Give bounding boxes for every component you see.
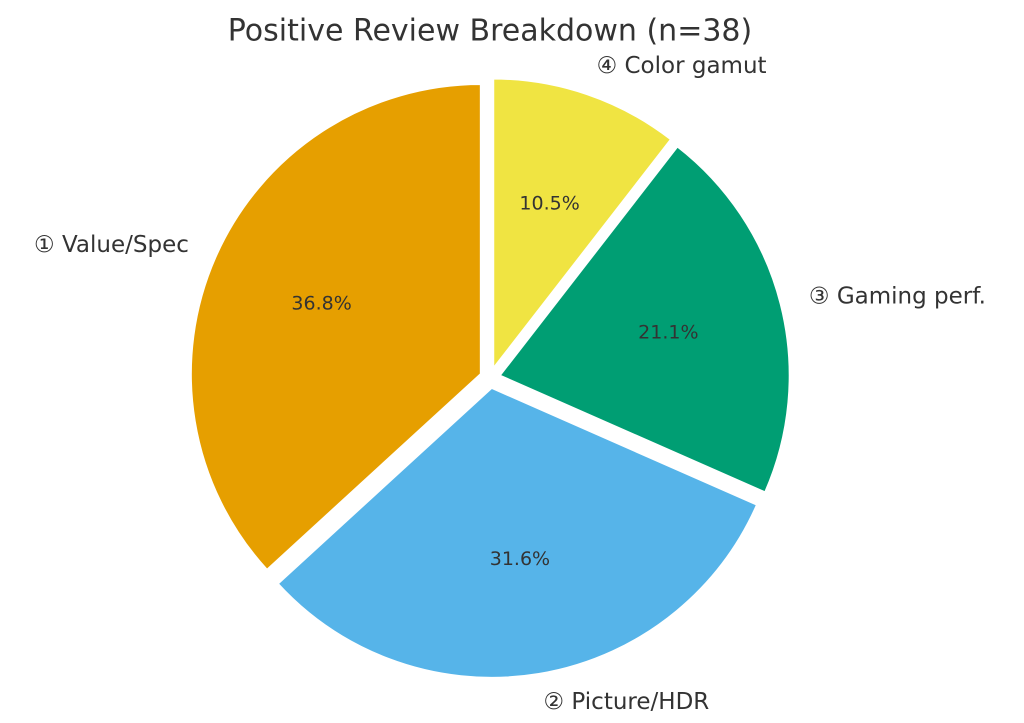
chart-title: Positive Review Breakdown (n=38) bbox=[228, 14, 752, 49]
percent-label: 31.6% bbox=[490, 548, 550, 570]
pie-slice bbox=[189, 82, 482, 572]
percent-label: 21.1% bbox=[638, 321, 698, 343]
slice-label: ② Picture/HDR bbox=[544, 689, 710, 715]
pie-slice bbox=[498, 144, 791, 494]
pie-slice bbox=[492, 77, 673, 372]
percent-label: 36.8% bbox=[291, 292, 351, 314]
slice-label: ③ Gaming perf. bbox=[809, 284, 986, 310]
pie-slice bbox=[276, 386, 759, 679]
slice-label: ① Value/Spec bbox=[34, 232, 189, 258]
slice-label: ④ Color gamut bbox=[597, 53, 767, 79]
percent-label: 10.5% bbox=[519, 192, 579, 214]
